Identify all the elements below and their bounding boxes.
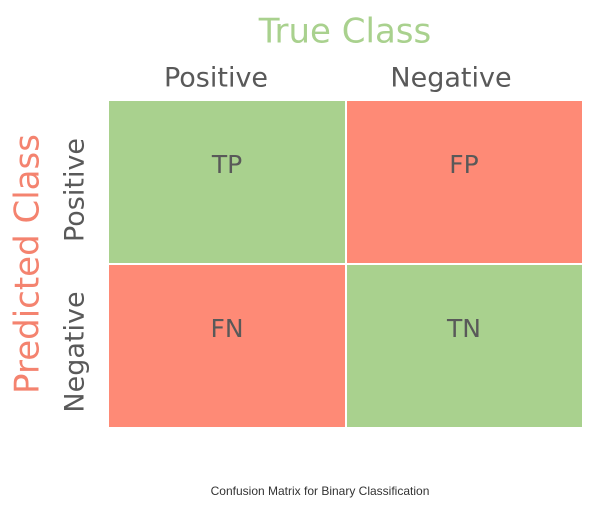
row-header: Negative [60, 291, 91, 412]
cell-label: FP [449, 150, 478, 179]
column-header: Positive [164, 63, 268, 94]
row-axis-title: Predicted Class [8, 134, 48, 394]
cell [347, 265, 582, 427]
cell [109, 265, 345, 427]
cell [347, 101, 582, 263]
cell-label: TP [211, 150, 242, 179]
cell-label: TN [446, 314, 481, 343]
column-axis-title: True Class [258, 12, 431, 52]
cell [109, 101, 345, 263]
cell-label: FN [210, 314, 243, 343]
caption: Confusion Matrix for Binary Classificati… [211, 484, 430, 498]
column-header: Negative [390, 63, 511, 94]
row-header: Positive [60, 138, 91, 242]
